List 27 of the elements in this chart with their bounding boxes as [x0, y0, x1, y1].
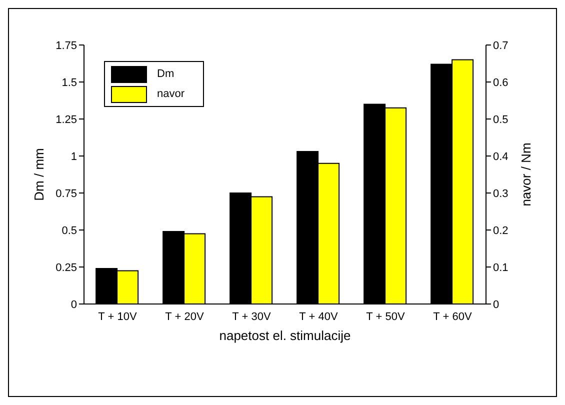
y-tick-label: 1.75 — [56, 40, 77, 52]
y2-axis-title: navor / Nm — [518, 142, 534, 206]
x-tick-label: T + 10V — [98, 310, 138, 323]
legend-label: navor — [157, 88, 185, 100]
y-tick-label: 0 — [70, 298, 77, 311]
y2-tick-label: 0 — [493, 298, 500, 311]
y-tick-label: 0.75 — [56, 188, 77, 200]
x-tick-label: T + 20V — [165, 310, 204, 323]
y-axis-title: Dm / mm — [32, 148, 47, 201]
y2-tick-label: 0.7 — [493, 40, 508, 52]
y2-tick-label: 0.6 — [493, 76, 508, 89]
y2-tick-label: 0.4 — [493, 150, 508, 163]
y2-tick-label: 0.1 — [493, 262, 508, 274]
y2-tick-label: 0.3 — [493, 188, 508, 200]
y-tick-label: 1.5 — [62, 76, 77, 89]
x-tick-label: T + 40V — [299, 310, 338, 323]
x-axis-title: napetost el. stimulacije — [219, 328, 351, 343]
y-tick-label: 1 — [70, 150, 77, 163]
legend-label: Dm — [157, 68, 174, 80]
y-tick-label: 0.5 — [62, 224, 77, 237]
x-tick-label: T + 60V — [433, 310, 472, 323]
x-tick-label: T + 50V — [366, 310, 406, 323]
y-tick-label: 1.25 — [56, 114, 77, 126]
y-tick-label: 0.25 — [56, 262, 77, 274]
x-tick-label: T + 30V — [232, 310, 272, 323]
y2-tick-label: 0.2 — [493, 224, 508, 237]
y2-tick-label: 0.5 — [493, 114, 508, 126]
